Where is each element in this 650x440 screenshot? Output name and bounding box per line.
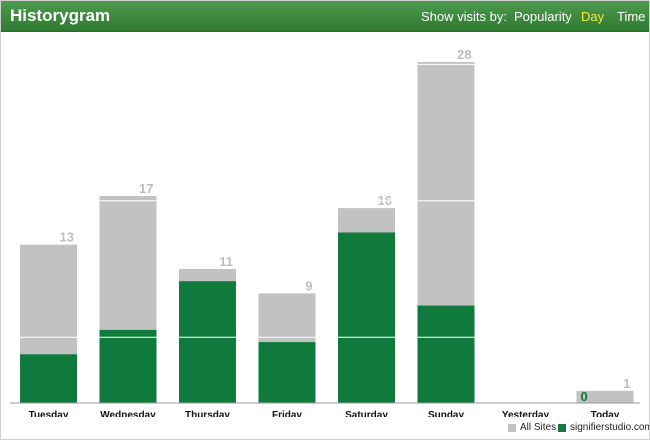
time-button[interactable]: Time xyxy=(617,9,646,24)
category-label-wednesday: Wednesday xyxy=(100,410,156,417)
category-label-friday: Friday xyxy=(272,410,302,417)
legend-site-swatch xyxy=(558,423,566,432)
legend-all-sites-swatch xyxy=(508,423,516,432)
all-sites-value-today: 1 xyxy=(623,376,630,391)
category-label-sunday: Sunday xyxy=(428,410,465,417)
day-button[interactable]: Day xyxy=(581,9,605,24)
site-bar-sunday xyxy=(417,305,475,403)
popularity-button[interactable]: Popularity xyxy=(514,9,572,24)
app-title: Historygram xyxy=(10,6,111,25)
site-value-friday: 5 xyxy=(263,349,270,364)
all-sites-value-thursday: 11 xyxy=(219,254,233,269)
site-value-sunday: 8 xyxy=(422,313,429,328)
site-bar-thursday xyxy=(179,281,236,403)
legend-all-sites: All Sites xyxy=(508,422,556,433)
site-value-wednesday: 6 xyxy=(104,337,111,352)
all-sites-value-sunday: 28 xyxy=(457,47,471,62)
category-label-tuesday: Tuesday xyxy=(29,410,69,417)
all-sites-value-friday: 9 xyxy=(305,278,312,293)
legend-site: signifierstudio.com xyxy=(558,422,650,433)
all-sites-value-tuesday: 13 xyxy=(60,230,74,245)
all-sites-value-wednesday: 17 xyxy=(139,181,153,196)
legend-all-sites-label: All Sites xyxy=(520,422,557,433)
show-visits-label: Show visits by: xyxy=(421,9,507,24)
visits-bar-chart: 134Tuesday176Wednesday1110Thursday95Frid… xyxy=(1,47,649,417)
site-bar-wednesday xyxy=(99,329,157,403)
header-bar: Historygram Show visits by: Popularity D… xyxy=(1,1,649,32)
site-bar-saturday xyxy=(338,232,395,403)
site-value-saturday: 14 xyxy=(342,239,357,254)
site-value-thursday: 10 xyxy=(183,288,197,303)
category-label-today: Today xyxy=(591,410,620,417)
category-label-saturday: Saturday xyxy=(345,410,388,417)
legend-site-label: signifierstudio.com xyxy=(570,422,650,433)
site-value-today: 0 xyxy=(581,389,588,404)
category-label-thursday: Thursday xyxy=(185,410,230,417)
site-bar-friday xyxy=(258,342,316,403)
site-value-tuesday: 4 xyxy=(24,361,32,376)
all-sites-bar-today xyxy=(576,390,634,403)
site-bar-tuesday xyxy=(20,354,77,403)
category-label-yesterday: Yesterday xyxy=(502,410,550,417)
